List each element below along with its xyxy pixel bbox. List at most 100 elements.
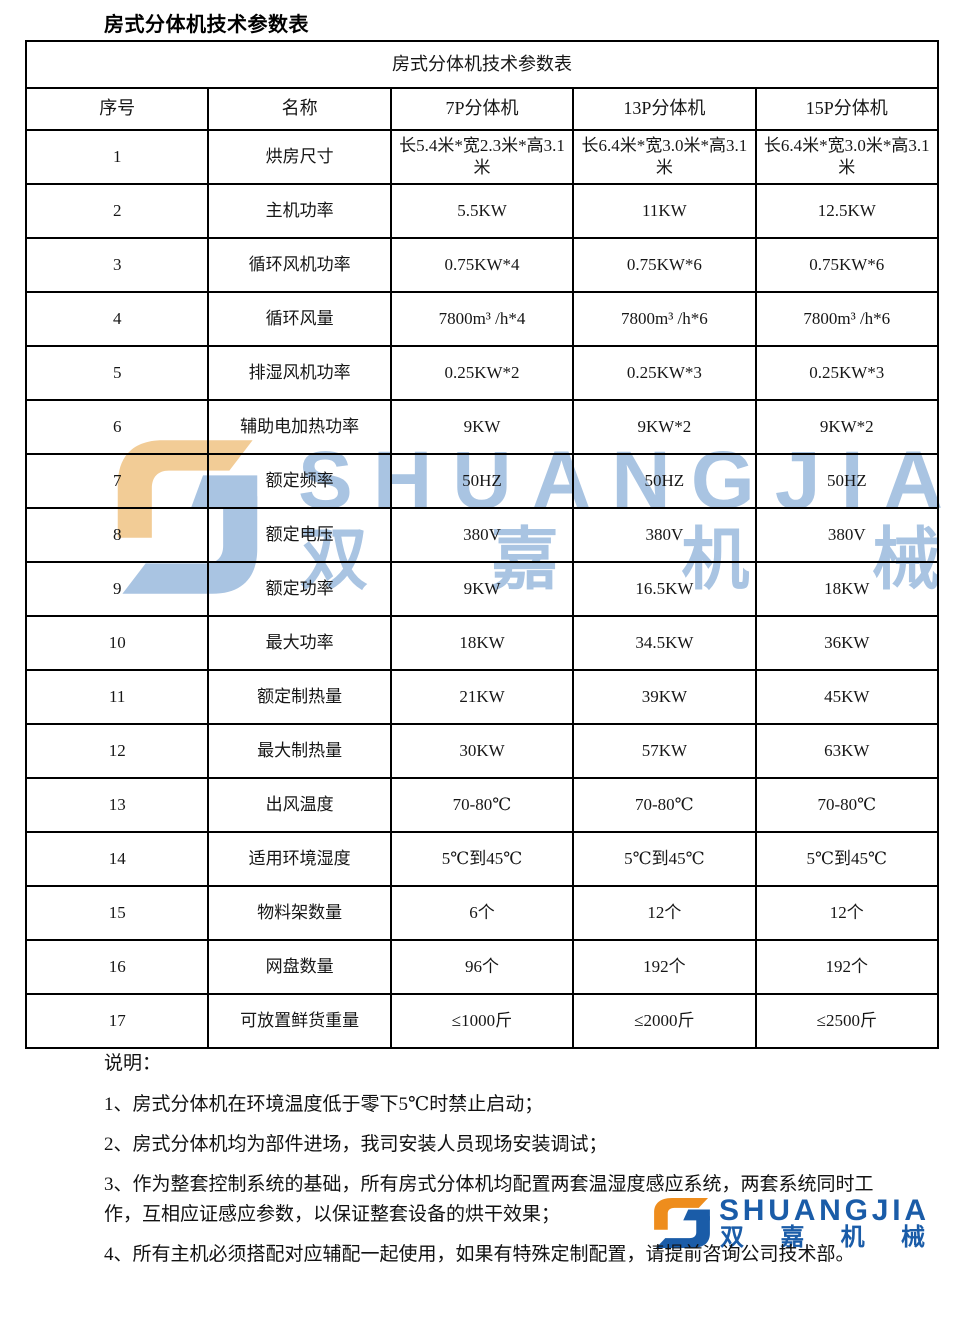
value-15p: 380V — [754, 507, 940, 563]
row-number: 9 — [24, 561, 210, 617]
param-name: 排湿风机功率 — [207, 345, 392, 401]
param-name: 循环风机功率 — [207, 237, 392, 293]
table-row: 2 主机功率 5.5KW 11KW 12.5KW — [24, 183, 940, 239]
row-number: 14 — [24, 831, 210, 887]
table-row: 16 网盘数量 96个 192个 192个 — [24, 939, 940, 995]
value-15p: ≤2500斤 — [754, 993, 940, 1049]
value-13p: 5℃到45℃ — [572, 831, 757, 887]
value-13p: 9KW*2 — [572, 399, 757, 455]
row-number: 5 — [24, 345, 210, 401]
value-7p: 21KW — [389, 669, 575, 725]
value-13p: ≤2000斤 — [572, 993, 757, 1049]
value-13p: 57KW — [572, 723, 757, 779]
note-item-4: 4、所有主机必须搭配对应辅配一起使用，如果有特殊定制配置，请提前咨询公司技术部。 — [104, 1244, 855, 1266]
value-13p: 70-80℃ — [572, 777, 757, 833]
value-7p: 5.5KW — [389, 183, 575, 239]
note-item-1: 1、房式分体机在环境温度低于零下5℃时禁止启动； — [104, 1093, 544, 1115]
table-row: 11 额定制热量 21KW 39KW 45KW — [24, 669, 940, 725]
row-number: 13 — [24, 777, 210, 833]
row-number: 11 — [24, 669, 210, 725]
value-13p: 380V — [572, 507, 757, 563]
param-name: 网盘数量 — [207, 939, 392, 995]
table-row: 5 排湿风机功率 0.25KW*2 0.25KW*3 0.25KW*3 — [24, 345, 940, 401]
value-13p: 7800m³ /h*6 — [572, 291, 757, 347]
value-15p: 9KW*2 — [754, 399, 940, 455]
spec-table: 房式分体机技术参数表 序号 名称 7P分体机 13P分体机 15P分体机 1 烘房尺寸 长5… — [24, 40, 940, 1049]
param-name: 额定电压 — [207, 507, 392, 563]
value-7p: 18KW — [389, 615, 575, 671]
value-13p: 11KW — [572, 183, 757, 239]
table-row: 10 最大功率 18KW 34.5KW 36KW — [24, 615, 940, 671]
value-15p: 70-80℃ — [754, 777, 940, 833]
value-7p: 7800m³ /h*4 — [389, 291, 575, 347]
notes-section: 说明： 1、房式分体机在环境温度低于零下5℃时禁止启动； 2、房式分体机均为部件… — [104, 1050, 902, 1281]
value-7p: 5℃到45℃ — [389, 831, 575, 887]
row-number: 7 — [24, 453, 210, 509]
param-name: 最大功率 — [207, 615, 392, 671]
param-name: 辅助电加热功率 — [207, 399, 392, 455]
row-number: 3 — [24, 237, 210, 293]
value-15p: 18KW — [754, 561, 940, 617]
shuangjia-logo-icon — [654, 1198, 710, 1248]
value-7p: 380V — [389, 507, 575, 563]
table-row: 17 可放置鲜货重量 ≤1000斤 ≤2000斤 ≤2500斤 — [24, 993, 940, 1049]
param-name: 主机功率 — [207, 183, 392, 239]
footer-brand-cn: 双嘉机械 — [720, 1225, 925, 1251]
value-13p: 50HZ — [572, 453, 757, 509]
value-15p: 12个 — [754, 885, 940, 941]
table-row: 8 额定电压 380V 380V 380V — [24, 507, 940, 563]
table-row: 3 循环风机功率 0.75KW*4 0.75KW*6 0.75KW*6 — [24, 237, 940, 293]
value-7p: 0.75KW*4 — [389, 237, 575, 293]
value-15p: 长6.4米*宽3.0米*高3.1米 — [754, 129, 940, 185]
value-15p: 45KW — [754, 669, 940, 725]
value-15p: 0.75KW*6 — [754, 237, 940, 293]
param-name: 可放置鲜货重量 — [207, 993, 392, 1049]
column-header: 13P分体机 — [572, 87, 757, 131]
param-name: 烘房尺寸 — [207, 129, 392, 185]
param-name: 物料架数量 — [207, 885, 392, 941]
row-number: 6 — [24, 399, 210, 455]
column-header: 7P分体机 — [389, 87, 575, 131]
row-number: 16 — [24, 939, 210, 995]
value-7p: 70-80℃ — [389, 777, 575, 833]
value-15p: 50HZ — [754, 453, 940, 509]
page-title: 房式分体机技术参数表 — [104, 14, 309, 36]
row-number: 2 — [24, 183, 210, 239]
notes-heading: 说明： — [104, 1053, 162, 1074]
value-7p: 50HZ — [389, 453, 575, 509]
value-15p: 63KW — [754, 723, 940, 779]
value-15p: 12.5KW — [754, 183, 940, 239]
table-caption: 房式分体机技术参数表 — [25, 40, 939, 89]
param-name: 额定制热量 — [207, 669, 392, 725]
table-row: 15 物料架数量 6个 12个 12个 — [24, 885, 940, 941]
param-name: 额定频率 — [207, 453, 392, 509]
value-13p: 192个 — [572, 939, 757, 995]
value-13p: 16.5KW — [572, 561, 757, 617]
row-number: 17 — [24, 993, 210, 1049]
table-row: 4 循环风量 7800m³ /h*4 7800m³ /h*6 7800m³ /h*6 — [24, 291, 940, 347]
value-13p: 12个 — [572, 885, 757, 941]
value-7p: 6个 — [389, 885, 575, 941]
value-15p: 192个 — [754, 939, 940, 995]
param-name: 出风温度 — [207, 777, 392, 833]
table-row: 9 额定功率 9KW 16.5KW 18KW — [24, 561, 940, 617]
value-7p: 0.25KW*2 — [389, 345, 575, 401]
value-7p: 30KW — [389, 723, 575, 779]
value-7p: 9KW — [389, 561, 575, 617]
row-number: 4 — [24, 291, 210, 347]
value-7p: 9KW — [389, 399, 575, 455]
value-15p: 7800m³ /h*6 — [754, 291, 940, 347]
table-header-row: 序号 名称 7P分体机 13P分体机 15P分体机 — [24, 87, 940, 131]
value-15p: 36KW — [754, 615, 940, 671]
param-name: 适用环境湿度 — [207, 831, 392, 887]
column-header: 15P分体机 — [754, 87, 940, 131]
table-row: 1 烘房尺寸 长5.4米*宽2.3米*高3.1米 长6.4米*宽3.0米*高3.1米长… — [24, 129, 940, 185]
table-row: 14 适用环境湿度 5℃到45℃ 5℃到45℃ 5℃到45℃ — [24, 831, 940, 887]
value-13p: 长6.4米*宽3.0米*高3.1米 — [572, 129, 757, 185]
value-15p: 5℃到45℃ — [754, 831, 940, 887]
column-header: 序号 — [24, 87, 210, 131]
value-7p: 96个 — [389, 939, 575, 995]
value-7p: 长5.4米*宽2.3米*高3.1米 — [389, 129, 575, 185]
